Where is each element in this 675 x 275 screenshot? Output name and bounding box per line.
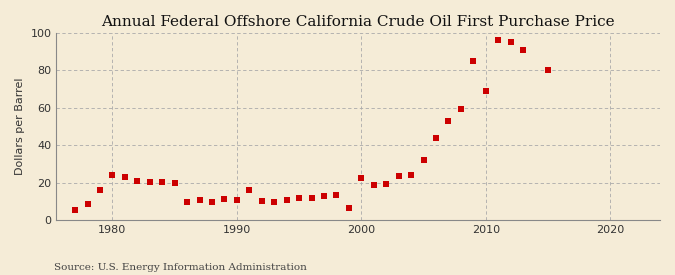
Point [294, 196, 304, 200]
Point [132, 179, 142, 183]
Point [394, 174, 404, 178]
Point [256, 199, 267, 203]
Point [418, 158, 429, 163]
Point [269, 199, 279, 204]
Point [506, 40, 516, 45]
Point [381, 182, 392, 186]
Point [518, 48, 529, 52]
Point [369, 183, 379, 187]
Title: Annual Federal Offshore California Crude Oil First Purchase Price: Annual Federal Offshore California Crude… [101, 15, 615, 29]
Point [319, 194, 329, 198]
Point [493, 37, 504, 42]
Point [281, 197, 292, 202]
Point [244, 188, 254, 192]
Point [543, 68, 554, 73]
Point [406, 173, 416, 178]
Point [169, 181, 180, 185]
Y-axis label: Dollars per Barrel: Dollars per Barrel [15, 78, 25, 175]
Text: Source: U.S. Energy Information Administration: Source: U.S. Energy Information Administ… [54, 263, 307, 272]
Point [95, 188, 105, 192]
Point [107, 173, 118, 178]
Point [344, 206, 354, 210]
Point [356, 176, 367, 180]
Point [331, 193, 342, 197]
Point [70, 208, 80, 212]
Point [481, 89, 491, 93]
Point [456, 107, 466, 111]
Point [219, 197, 230, 201]
Point [431, 136, 441, 140]
Point [182, 199, 192, 204]
Point [468, 59, 479, 63]
Point [119, 175, 130, 180]
Point [82, 202, 93, 207]
Point [443, 119, 454, 123]
Point [144, 180, 155, 184]
Point [157, 180, 167, 184]
Point [232, 197, 242, 202]
Point [194, 197, 205, 202]
Point [306, 196, 317, 200]
Point [207, 199, 217, 204]
